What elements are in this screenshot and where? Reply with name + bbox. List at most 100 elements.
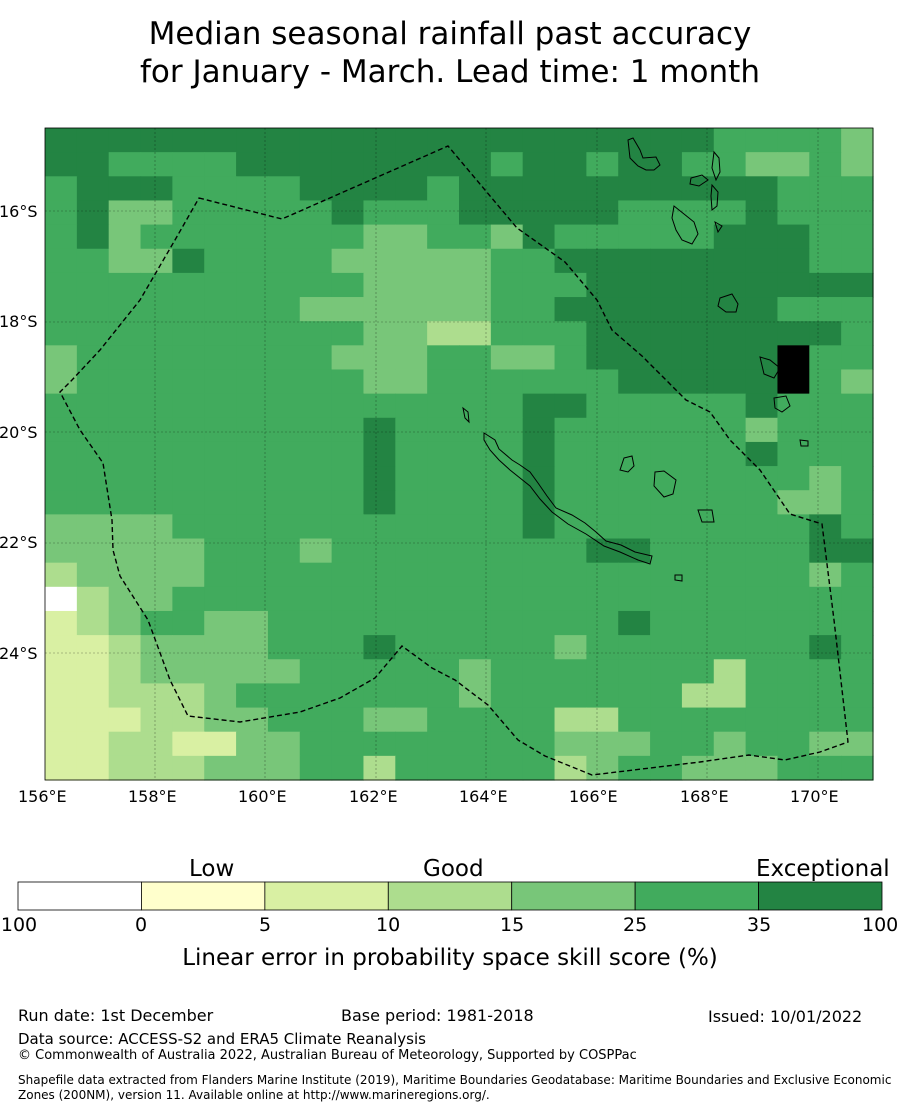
grid-cell (172, 731, 205, 757)
grid-cell (586, 128, 619, 153)
grid-cell (108, 466, 142, 491)
grid-cell (490, 731, 524, 757)
colorbar-tick: -100 (0, 914, 38, 936)
grid-cell (140, 441, 173, 467)
grid-cell (395, 707, 428, 733)
grid-cell (204, 731, 237, 757)
grid-cell (586, 538, 619, 564)
grid-cell (172, 321, 205, 346)
grid-cell (236, 297, 269, 322)
grid-cell (777, 635, 810, 660)
grid-cell (427, 683, 460, 709)
grid-cell (809, 490, 842, 515)
grid-cell (427, 731, 460, 757)
grid-cell (363, 224, 396, 250)
grid-cell (841, 417, 874, 443)
grid-cell (108, 128, 142, 153)
grid-cell (363, 272, 396, 298)
grid-cell (140, 514, 173, 540)
grid-cell (522, 345, 556, 371)
grid-cell (713, 441, 747, 467)
grid-cell (299, 369, 333, 395)
grid-cell (650, 538, 683, 564)
grid-cell (236, 731, 269, 757)
grid-cell (140, 562, 173, 588)
grid-cell (459, 417, 492, 443)
grid-cell (140, 635, 173, 660)
grid-cell (841, 586, 874, 612)
grid-cell (618, 514, 651, 540)
grid-cell (522, 393, 556, 419)
lon-label: 158°E (128, 787, 177, 806)
grid-cell (427, 610, 460, 636)
grid-cell (204, 128, 237, 153)
grid-cell (45, 297, 78, 322)
lon-label: 170°E (790, 787, 839, 806)
grid-cell (395, 321, 428, 346)
grid-cell (459, 224, 492, 250)
grid-cell (554, 128, 587, 153)
grid-cell (841, 538, 874, 564)
grid-cell (76, 755, 110, 781)
vanuatu-north-coastline (627, 137, 661, 171)
grid-cell (331, 417, 365, 443)
grid-cell (777, 297, 810, 322)
loyalty-ouvea (619, 455, 635, 473)
grid-cell (618, 562, 651, 588)
grid-cell (650, 393, 683, 419)
grid-cell (45, 248, 78, 274)
grid-cell (76, 490, 110, 515)
grid-cell (236, 417, 269, 443)
grid-cell (777, 659, 810, 685)
grid-cell (459, 731, 492, 757)
grid-cell (76, 610, 110, 636)
shapefile-credit-line-2: Zones (200NM), version 11. Available onl… (18, 1088, 490, 1102)
grid-cell (299, 417, 333, 443)
grid-cell (108, 586, 142, 612)
grid-cell (331, 562, 365, 588)
grid-cell (618, 610, 651, 636)
lat-label: 20°S (0, 423, 38, 442)
grid-cell (586, 200, 619, 226)
grid-cell (618, 248, 651, 274)
grid-cell (522, 514, 556, 540)
grid-cell (299, 393, 333, 419)
grid-cell (554, 224, 587, 250)
grid-cell (299, 321, 333, 346)
grid-cell (650, 321, 683, 346)
grid-cell (427, 200, 460, 226)
grid-cell (586, 683, 619, 709)
grid-cell (267, 321, 301, 346)
grid-cell (299, 490, 333, 515)
lat-label: 18°S (0, 312, 38, 331)
grid-cell (650, 152, 683, 177)
grid-cell (363, 755, 396, 781)
grid-cell (331, 610, 365, 636)
grid-cell (363, 538, 396, 564)
grid-cell (45, 490, 78, 515)
grid-cell (299, 659, 333, 685)
grid-cell (522, 152, 556, 177)
grid-cell (76, 272, 110, 298)
grid-cell (681, 514, 715, 540)
grid-cell (172, 393, 205, 419)
grid-cell (586, 635, 619, 660)
grid-cell (299, 635, 333, 660)
grid-cell (554, 610, 587, 636)
grid-cell (76, 200, 110, 226)
grid-cell (140, 297, 173, 322)
grid-cell (363, 441, 396, 467)
grid-cell (395, 731, 428, 757)
grid-cell (45, 610, 78, 636)
grid-cell (331, 683, 365, 709)
grid-cell (331, 466, 365, 491)
chart-title-line-1: Median seasonal rainfall past accuracy (148, 16, 752, 52)
grid-cell (299, 152, 333, 177)
new-caledonia-coastline (483, 432, 653, 565)
grid-cell (459, 248, 492, 274)
grid-cell (108, 345, 142, 371)
grid-cell (172, 224, 205, 250)
grid-cell (809, 200, 842, 226)
grid-cell (363, 514, 396, 540)
